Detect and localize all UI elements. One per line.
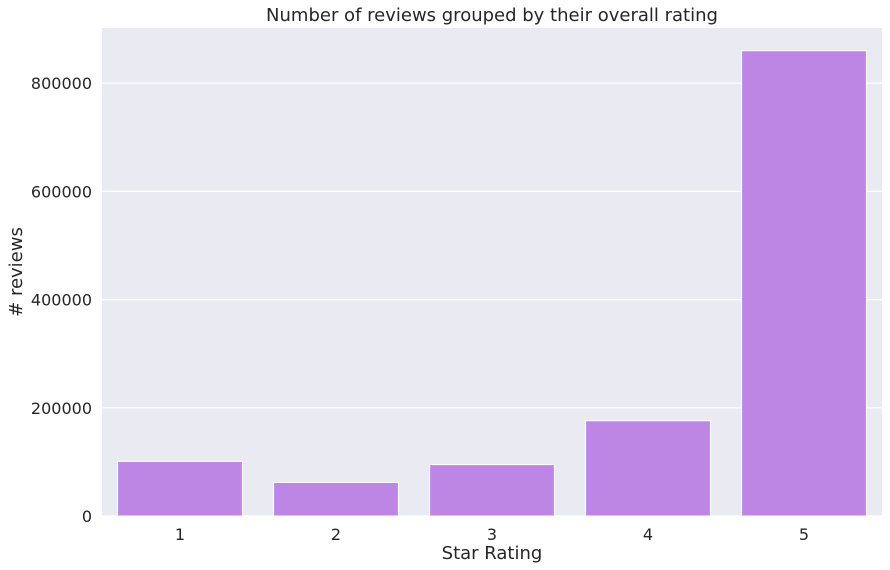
y-axis-label: # reviews: [6, 227, 27, 317]
bar-rating-2: [273, 481, 399, 517]
chart-title: Number of reviews grouped by their overa…: [266, 5, 718, 26]
y-tick-label: 800000: [31, 74, 92, 93]
bar-rating-1: [117, 460, 243, 517]
x-tick-label: 2: [331, 525, 341, 544]
bars: [117, 50, 867, 517]
y-tick-labels: 0 200000 400000 600000 800000: [31, 74, 92, 526]
bar-rating-3: [429, 464, 555, 517]
y-tick-label: 200000: [31, 399, 92, 418]
x-tick-label: 1: [175, 525, 185, 544]
y-tick-label: 400000: [31, 291, 92, 310]
bar-rating-4: [585, 420, 711, 517]
x-tick-label: 5: [799, 525, 809, 544]
x-tick-label: 4: [643, 525, 653, 544]
x-tick-labels: 1 2 3 4 5: [175, 525, 809, 544]
y-tick-label: 0: [82, 507, 92, 526]
bar-rating-5: [741, 50, 867, 517]
y-tick-label: 600000: [31, 182, 92, 201]
x-tick-label: 3: [487, 525, 497, 544]
x-axis-label: Star Rating: [442, 543, 543, 564]
